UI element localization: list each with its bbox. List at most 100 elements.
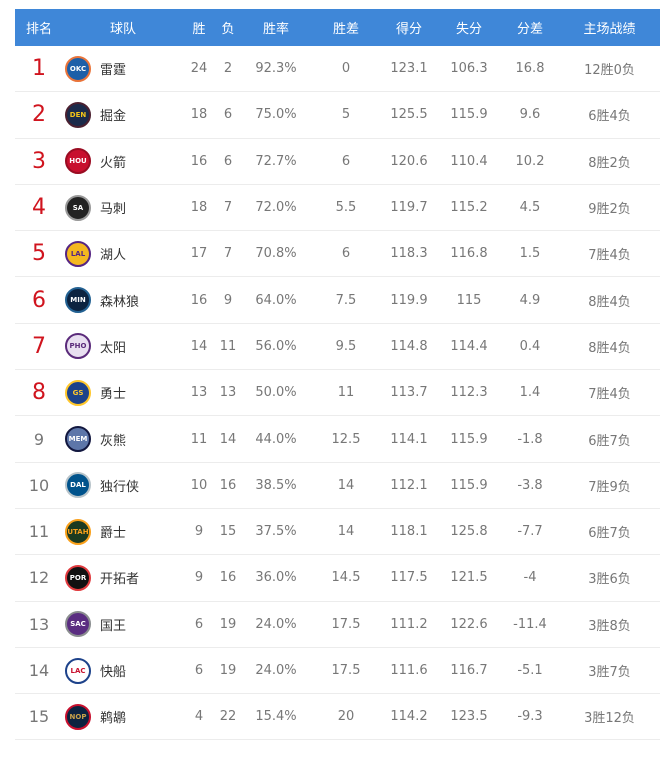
losses: 13 [219, 385, 237, 401]
team-name[interactable]: 爵士 [100, 526, 127, 542]
points-against: 125.8 [450, 524, 488, 540]
team-cell[interactable]: OKC 雷霆 [63, 55, 183, 82]
games-behind: 17.5 [331, 663, 361, 678]
team-logo-icon: PHO [65, 333, 91, 360]
losses: 22 [219, 709, 237, 725]
table-row[interactable]: 4 SA 马刺 18 7 72.0% 5.5 119.7 115.2 4.5 9… [15, 185, 660, 232]
win-pct: 24.0% [255, 663, 297, 678]
team-logo-icon: MIN [65, 287, 91, 314]
team-name[interactable]: 灰熊 [100, 433, 127, 449]
header-point-diff[interactable]: 分差 [516, 22, 543, 37]
team-cell[interactable]: LAC 快船 [63, 657, 183, 684]
point-diff: -9.3 [517, 709, 543, 725]
wins: 10 [190, 477, 208, 493]
points-for: 113.7 [390, 385, 428, 401]
table-row[interactable]: 2 DEN 掘金 18 6 75.0% 5 125.5 115.9 9.6 6胜… [15, 92, 660, 139]
header-points-for[interactable]: 得分 [395, 22, 422, 37]
table-row[interactable]: 6 MIN 森林狼 16 9 64.0% 7.5 119.9 115 4.9 8… [15, 277, 660, 324]
team-name[interactable]: 国王 [100, 618, 127, 634]
team-name[interactable]: 火箭 [100, 155, 127, 171]
table-row[interactable]: 14 LAC 快船 6 19 24.0% 17.5 111.6 116.7 -5… [15, 648, 660, 695]
losses: 15 [219, 524, 237, 540]
points-against: 110.4 [450, 153, 488, 169]
points-for: 114.2 [390, 709, 428, 725]
team-cell[interactable]: MEM 灰熊 [63, 426, 183, 453]
team-name[interactable]: 太阳 [100, 340, 127, 356]
team-cell[interactable]: SAC 国王 [63, 611, 183, 638]
home-record: 3胜12负 [584, 711, 635, 727]
team-cell[interactable]: SA 马刺 [63, 194, 183, 221]
games-behind: 11 [337, 385, 355, 401]
win-pct: 36.0% [255, 570, 297, 586]
team-name[interactable]: 快船 [100, 665, 127, 680]
table-row[interactable]: 3 HOU 火箭 16 6 72.7% 6 120.6 110.4 10.2 8… [15, 139, 660, 185]
team-name[interactable]: 鹈鹕 [100, 711, 127, 727]
team-cell[interactable]: LAL 湖人 [63, 240, 183, 267]
point-diff: -7.7 [517, 524, 543, 540]
table-row[interactable]: 10 DAL 独行侠 10 16 38.5% 14 112.1 115.9 -3… [15, 463, 660, 509]
table-row[interactable]: 15 NOP 鹈鹕 4 22 15.4% 20 114.2 123.5 -9.3… [15, 694, 660, 741]
points-for: 118.1 [390, 524, 428, 540]
point-diff: 10.2 [515, 153, 545, 169]
table-row[interactable]: 5 LAL 湖人 17 7 70.8% 6 118.3 116.8 1.5 7胜… [15, 231, 660, 278]
win-pct: 44.0% [255, 431, 297, 447]
header-win-pct[interactable]: 胜率 [262, 22, 289, 37]
team-name[interactable]: 开拓者 [100, 572, 140, 588]
team-name[interactable]: 掘金 [100, 109, 127, 125]
table-row[interactable]: 8 GS 勇士 13 13 50.0% 11 113.7 112.3 1.4 7… [15, 370, 660, 417]
team-name[interactable]: 雷霆 [100, 63, 127, 79]
team-cell[interactable]: GS 勇士 [63, 379, 183, 406]
win-pct: 75.0% [255, 107, 297, 123]
team-cell[interactable]: NOP 鹈鹕 [63, 703, 183, 730]
table-row[interactable]: 7 PHO 太阳 14 11 56.0% 9.5 114.8 114.4 0.4… [15, 324, 660, 371]
header-points-against[interactable]: 失分 [455, 22, 482, 37]
table-row[interactable]: 9 MEM 灰熊 11 14 44.0% 12.5 114.1 115.9 -1… [15, 416, 660, 463]
games-behind: 6 [341, 246, 351, 262]
points-for: 117.5 [390, 570, 428, 586]
win-pct: 72.0% [255, 200, 297, 216]
team-name[interactable]: 湖人 [100, 248, 127, 264]
home-record: 9胜2负 [588, 202, 631, 218]
points-against: 115.9 [450, 431, 488, 447]
point-diff: 1.5 [519, 246, 541, 262]
team-name[interactable]: 独行侠 [100, 479, 140, 495]
points-for: 118.3 [390, 246, 428, 262]
team-logo-icon: POR [65, 564, 91, 591]
header-team[interactable]: 球队 [109, 22, 136, 37]
table-row[interactable]: 12 POR 开拓者 9 16 36.0% 14.5 117.5 121.5 -… [15, 555, 660, 602]
team-cell[interactable]: UTAH 爵士 [63, 518, 183, 545]
rank: 6 [32, 287, 46, 313]
table-row[interactable]: 1 OKC 雷霆 24 2 92.3% 0 123.1 106.3 16.8 1… [15, 46, 660, 93]
losses: 7 [223, 246, 233, 262]
header-wins[interactable]: 胜 [192, 22, 206, 37]
team-cell[interactable]: PHO 太阳 [63, 333, 183, 360]
table-row[interactable]: 11 UTAH 爵士 9 15 37.5% 14 118.1 125.8 -7.… [15, 509, 660, 556]
games-behind: 5.5 [335, 200, 357, 216]
home-record: 7胜9负 [588, 479, 631, 495]
team-logo-icon: LAC [65, 657, 91, 684]
header-games-behind[interactable]: 胜差 [332, 22, 359, 37]
header-home-record[interactable]: 主场战绩 [583, 22, 636, 37]
team-name[interactable]: 勇士 [100, 387, 127, 403]
points-against: 115.9 [450, 477, 488, 493]
win-pct: 15.4% [255, 709, 297, 725]
team-cell[interactable]: DAL 独行侠 [63, 472, 183, 499]
header-rank[interactable]: 排名 [25, 22, 52, 37]
team-name[interactable]: 森林狼 [100, 294, 140, 310]
rank: 3 [32, 148, 46, 174]
losses: 6 [223, 107, 233, 123]
wins: 9 [194, 524, 204, 540]
team-cell[interactable]: POR 开拓者 [63, 564, 183, 591]
team-name[interactable]: 马刺 [100, 202, 127, 218]
points-for: 119.9 [390, 292, 428, 308]
home-record: 3胜7负 [588, 665, 631, 680]
points-against: 112.3 [450, 385, 488, 401]
points-for: 123.1 [390, 61, 428, 77]
table-row[interactable]: 13 SAC 国王 6 19 24.0% 17.5 111.2 122.6 -1… [15, 602, 660, 648]
team-cell[interactable]: HOU 火箭 [63, 148, 183, 175]
team-logo-icon: SAC [65, 611, 91, 638]
header-losses[interactable]: 负 [221, 22, 235, 37]
team-logo-icon: DAL [65, 472, 91, 499]
team-cell[interactable]: MIN 森林狼 [63, 287, 183, 314]
team-cell[interactable]: DEN 掘金 [63, 101, 183, 128]
